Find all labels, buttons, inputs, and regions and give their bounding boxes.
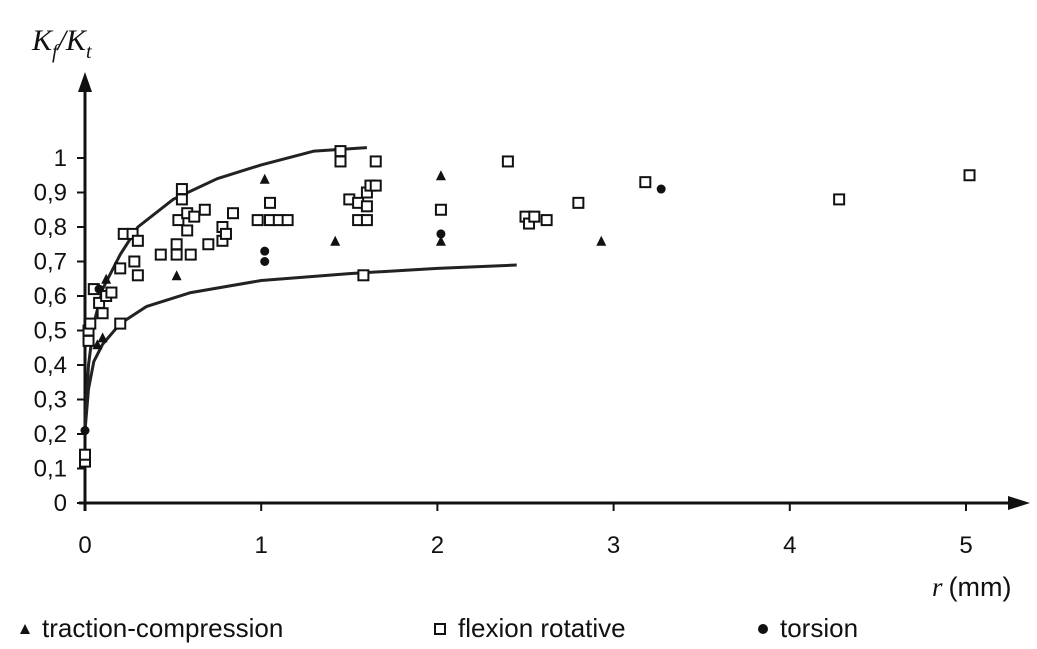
flexion-rotative-point xyxy=(82,334,95,347)
y-tick-label: 1 xyxy=(54,145,67,172)
x-tick-label: 0 xyxy=(78,532,91,559)
y-tick-label: 0,1 xyxy=(34,456,67,483)
flexion-rotative-point xyxy=(181,224,194,237)
torsion-point xyxy=(656,184,666,194)
y-tick-label: 0,7 xyxy=(34,249,67,276)
traction-compression-point xyxy=(435,235,446,246)
flexion-rotative-point xyxy=(170,238,183,251)
legend-item-torsion: torsion xyxy=(758,613,858,643)
flexion-rotative-point xyxy=(79,448,91,461)
x-axis-label: r (mm) xyxy=(932,572,1011,602)
flexion-rotative-point xyxy=(833,193,846,206)
flexion-rotative-point xyxy=(251,214,264,227)
traction-compression-point xyxy=(435,170,446,181)
flexion-rotative-point xyxy=(105,286,118,299)
x-tick-label: 1 xyxy=(255,532,268,559)
y-tick-label: 0,6 xyxy=(34,283,67,310)
flexion-rotative-point xyxy=(357,269,370,282)
flexion-rotative-point xyxy=(128,255,141,268)
flexion-rotative-point xyxy=(528,210,541,223)
flexion-rotative-point xyxy=(334,155,347,168)
flexion-rotative-point xyxy=(369,155,382,168)
flexion-rotative-point xyxy=(334,145,347,158)
x-tick-label: 3 xyxy=(607,532,620,559)
upper-envelope-curve xyxy=(83,146,367,431)
traction-compression-point xyxy=(97,332,108,343)
flexion-rotative-point xyxy=(184,248,197,261)
flexion-rotative-point xyxy=(572,196,585,209)
traction-compression-point xyxy=(259,173,270,184)
flexion-rotative-point xyxy=(264,196,277,209)
traction-compression-point xyxy=(596,235,607,246)
flexion-rotative-point xyxy=(96,307,109,320)
flexion-rotative-point xyxy=(114,262,127,275)
torsion-point xyxy=(436,229,446,239)
legend-label-traction-compression: traction-compression xyxy=(42,613,283,643)
flexion-rotative-point xyxy=(188,210,201,223)
y-tick-label: 0,9 xyxy=(34,180,67,207)
torsion-point xyxy=(94,284,104,294)
flexion-rotative-point xyxy=(963,169,976,182)
flexion-rotative-point xyxy=(84,317,97,330)
y-tick-label: 0,3 xyxy=(34,387,67,414)
flexion-rotative-point xyxy=(114,317,127,330)
flexion-rotative-point xyxy=(434,203,447,216)
x-tick-label: 5 xyxy=(959,532,972,559)
torsion-point xyxy=(260,246,270,256)
x-tick-label: 4 xyxy=(783,532,796,559)
flexion-rotative-point xyxy=(369,179,382,192)
torsion-point xyxy=(80,426,90,436)
y-tick-label: 0,4 xyxy=(34,352,67,379)
y-axis-label: Kf/Kt xyxy=(31,24,92,63)
traction-compression-point xyxy=(101,273,112,284)
legend-triangle-marker xyxy=(20,624,30,634)
legend-item-flexion-rotative: flexion rotative xyxy=(434,613,626,643)
legend: traction-compression flexion rotative to… xyxy=(20,613,858,643)
legend-item-traction-compression: traction-compression xyxy=(20,613,283,643)
legend-label-torsion: torsion xyxy=(780,613,858,643)
flexion-rotative-point xyxy=(227,207,240,220)
y-tick-label: 0 xyxy=(54,490,67,517)
flexion-rotative-point xyxy=(360,200,373,213)
traction-compression-point xyxy=(92,339,103,350)
flexion-rotative-point xyxy=(172,214,185,227)
flexion-rotative-point xyxy=(131,269,144,282)
axes xyxy=(77,72,1030,511)
flexion-rotative-point xyxy=(198,203,211,216)
traction-compression-point xyxy=(330,235,341,246)
flexion-rotative-point xyxy=(154,248,167,261)
flexion-rotative-point xyxy=(540,214,553,227)
tick-labels: 0 0,1 0,2 0,3 0,4 0,5 0,6 0,7 0,8 0,9 1 0 1 2 3 4 5 xyxy=(34,145,973,559)
lower-envelope-curve xyxy=(83,263,517,431)
flexion-rotative-point xyxy=(639,176,652,189)
flexion-rotative-point xyxy=(501,155,514,168)
y-tick-label: 0,5 xyxy=(34,318,67,345)
flexion-rotative-point xyxy=(219,227,232,240)
envelope-curves xyxy=(83,146,517,431)
legend-label-flexion-rotative: flexion rotative xyxy=(458,613,626,643)
flexion-rotative-point xyxy=(360,214,373,227)
y-tick-label: 0,2 xyxy=(34,421,67,448)
traction-compression-point xyxy=(171,270,182,281)
y-tick-label: 0,8 xyxy=(34,214,67,241)
flexion-rotative-point xyxy=(175,193,188,206)
torsion-point xyxy=(260,257,270,266)
x-axis-arrow xyxy=(1008,496,1030,510)
y-axis-arrow xyxy=(78,72,92,92)
flexion-rotative-point xyxy=(281,214,294,227)
flexion-rotative-point xyxy=(175,183,188,196)
flexion-rotative-point xyxy=(170,248,183,261)
x-tick-label: 2 xyxy=(431,532,444,559)
legend-dot-marker xyxy=(758,624,768,634)
flexion-rotative-point xyxy=(131,234,144,247)
data-points xyxy=(79,145,976,468)
legend-square-marker xyxy=(434,623,446,635)
flexion-rotative-point xyxy=(202,238,215,251)
